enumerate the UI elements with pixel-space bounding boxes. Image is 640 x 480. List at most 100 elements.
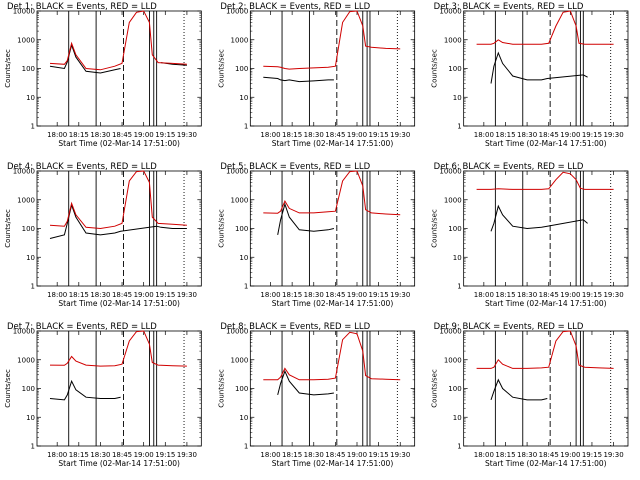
x-tick-label: 19:15: [369, 451, 389, 459]
x-tick-label: 18:30: [304, 451, 324, 459]
y-tick-label: 1000: [231, 36, 249, 44]
series-line-black: [49, 203, 187, 239]
y-axis-label: Counts/sec: [4, 369, 12, 408]
y-tick-label: 10: [239, 254, 248, 262]
x-tick-label: 19:30: [177, 131, 197, 139]
x-tick-label: 19:30: [390, 451, 410, 459]
x-tick-label: 18:45: [539, 291, 559, 299]
x-tick-label: 18:00: [260, 291, 280, 299]
plot-frame: [249, 10, 416, 127]
panel-title: Det 8: BLACK = Events, RED = LLD: [220, 322, 370, 332]
x-tick-label: 18:30: [517, 291, 537, 299]
series-line-red: [476, 10, 614, 45]
panel-title: Det 9: BLACK = Events, RED = LLD: [434, 322, 584, 332]
x-tick-label: 18:45: [325, 451, 345, 459]
x-tick-label: 18:30: [517, 131, 537, 139]
x-tick-label: 18:30: [90, 131, 110, 139]
detector-panel-1: Det 1: BLACK = Events, RED = LLD 1 10 100 10…: [4, 2, 202, 148]
plot-frame: [463, 10, 629, 127]
y-tick-label: 10: [26, 94, 35, 102]
x-tick-label: 19:15: [369, 291, 389, 299]
x-tick-label: 19:00: [347, 131, 367, 139]
y-tick-label: 100: [235, 385, 248, 393]
x-axis-label: Start Time (02-Mar-14 17:51:00): [272, 299, 394, 308]
y-tick-label: 10000: [439, 8, 461, 16]
x-tick-label: 18:15: [69, 451, 89, 459]
y-tick-label: 1000: [17, 356, 35, 364]
panel-title: Det 3: BLACK = Events, RED = LLD: [434, 2, 584, 12]
detector-panel-6: Det 6: BLACK = Events, RED = LLD 1 10 100 10…: [431, 162, 629, 308]
x-tick-label: 18:15: [282, 451, 302, 459]
series-line-black: [490, 51, 588, 84]
x-tick-label: 19:30: [177, 291, 197, 299]
x-tick-label: 19:15: [369, 131, 389, 139]
y-tick-label: 100: [448, 385, 461, 393]
y-tick-label: 1: [244, 283, 248, 291]
y-axis-label: Counts/sec: [431, 369, 439, 408]
y-tick-label: 1000: [17, 196, 35, 204]
x-tick-label: 18:45: [112, 291, 132, 299]
x-tick-label: 18:45: [112, 131, 132, 139]
y-tick-label: 1000: [444, 356, 462, 364]
y-tick-label: 1: [244, 123, 248, 131]
x-tick-label: 19:30: [603, 131, 623, 139]
y-tick-label: 1: [31, 443, 35, 451]
y-tick-label: 1: [457, 283, 461, 291]
y-tick-label: 10: [239, 414, 248, 422]
x-tick-label: 19:30: [177, 451, 197, 459]
x-tick-label: 19:30: [390, 131, 410, 139]
x-axis-label: Start Time (02-Mar-14 17:51:00): [58, 139, 180, 148]
panel-title: Det 5: BLACK = Events, RED = LLD: [220, 162, 370, 172]
y-tick-label: 1: [31, 283, 35, 291]
panel-title: Det 1: BLACK = Events, RED = LLD: [7, 2, 157, 12]
x-tick-label: 18:15: [495, 291, 515, 299]
series-line-black: [277, 369, 334, 396]
x-tick-label: 18:45: [539, 451, 559, 459]
x-tick-label: 19:00: [560, 291, 580, 299]
y-tick-label: 10: [453, 414, 462, 422]
y-tick-label: 100: [22, 225, 35, 233]
y-tick-label: 100: [448, 65, 461, 73]
y-axis-label: Counts/sec: [431, 49, 439, 88]
y-tick-label: 1000: [444, 196, 462, 204]
series-line-red: [49, 10, 187, 71]
x-tick-label: 18:15: [69, 291, 89, 299]
series-line-red: [49, 170, 187, 230]
x-tick-label: 18:00: [47, 131, 67, 139]
series-line-red: [476, 171, 614, 190]
series-line-red: [263, 331, 401, 381]
series-line-black: [490, 204, 588, 232]
detector-panel-3: Det 3: BLACK = Events, RED = LLD 1 10 100 10…: [431, 2, 629, 148]
x-tick-label: 18:15: [282, 291, 302, 299]
x-tick-label: 19:30: [390, 291, 410, 299]
x-tick-label: 19:00: [134, 291, 154, 299]
y-tick-label: 10: [453, 94, 462, 102]
detector-panel-7: Det 7: BLACK = Events, RED = LLD 1 10 100 10…: [4, 322, 202, 468]
y-tick-label: 10: [239, 94, 248, 102]
plot-frame: [36, 330, 202, 447]
series-line-red: [476, 330, 614, 369]
y-tick-label: 1000: [231, 196, 249, 204]
x-tick-label: 19:15: [155, 131, 175, 139]
panel-title: Det 6: BLACK = Events, RED = LLD: [434, 162, 584, 172]
series-line-red: [49, 330, 187, 367]
y-tick-label: 1000: [444, 36, 462, 44]
plot-frame: [463, 330, 629, 447]
series-line-black: [49, 379, 121, 401]
x-tick-label: 18:45: [112, 451, 132, 459]
series-line-black: [277, 202, 335, 235]
x-tick-label: 18:15: [495, 451, 515, 459]
detector-panel-8: Det 8: BLACK = Events, RED = LLD 1 10 100 10…: [217, 322, 416, 468]
x-tick-label: 18:00: [47, 291, 67, 299]
plot-frame: [463, 170, 629, 287]
y-tick-label: 10000: [439, 328, 461, 336]
x-axis-label: Start Time (02-Mar-14 17:51:00): [58, 299, 180, 308]
y-tick-label: 10: [26, 414, 35, 422]
y-tick-label: 1: [31, 123, 35, 131]
detector-panel-9: Det 9: BLACK = Events, RED = LLD 1 10 100 10…: [431, 322, 629, 468]
series-line-red: [263, 10, 401, 70]
y-tick-label: 10000: [226, 328, 248, 336]
x-tick-label: 19:00: [560, 451, 580, 459]
series-line-red: [263, 170, 401, 216]
